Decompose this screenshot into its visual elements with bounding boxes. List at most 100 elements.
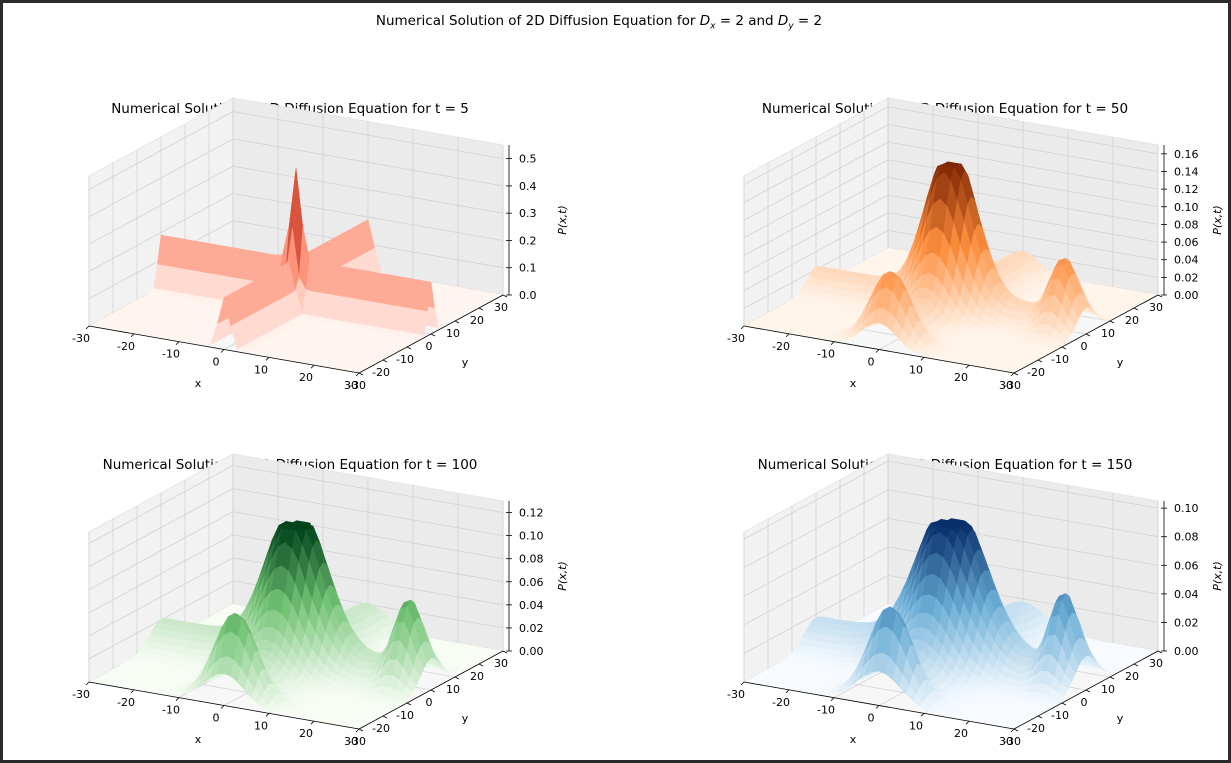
z-tick-label: 0.14 xyxy=(1174,165,1199,178)
y-tick-label: 10 xyxy=(446,327,460,340)
y-tick-label: 0 xyxy=(426,696,433,709)
x-tick-label: 10 xyxy=(254,719,268,732)
y-tick-label: 10 xyxy=(446,683,460,696)
z-tick-label: 0.3 xyxy=(519,207,537,220)
x-tick-label: 30 xyxy=(344,379,358,392)
z-tick-label: 0.10 xyxy=(1174,201,1199,214)
y-tick-label: -20 xyxy=(372,366,390,379)
z-tick-label: 0.1 xyxy=(519,262,537,275)
z-tick-label: 0.04 xyxy=(519,599,544,612)
x-axis-label: x xyxy=(850,377,857,390)
y-axis-label: y xyxy=(1117,712,1124,725)
y-tick-label: 30 xyxy=(1149,657,1163,670)
x-tick-label: 30 xyxy=(999,735,1013,748)
z-axis-label: P(x,t) xyxy=(556,205,569,235)
x-tick-label: 30 xyxy=(344,735,358,748)
z-axis-label: P(x,t) xyxy=(556,561,569,591)
z-tick-label: 0.00 xyxy=(519,645,544,658)
x-tick-label: 20 xyxy=(299,727,313,740)
z-axis-label: P(x,t) xyxy=(1211,561,1224,591)
z-tick-label: 0.10 xyxy=(519,530,544,543)
x-tick-label: -10 xyxy=(817,348,835,361)
y-tick-label: 20 xyxy=(470,314,484,327)
y-axis-label: y xyxy=(462,356,469,369)
suptitle-dx-sub: x xyxy=(710,21,716,32)
y-tick-label: 20 xyxy=(470,670,484,683)
z-tick-label: 0.4 xyxy=(519,180,537,193)
x-tick-label: -10 xyxy=(817,704,835,717)
x-tick-label: -20 xyxy=(117,696,135,709)
z-axis-label: P(x,t) xyxy=(1211,205,1224,235)
surface xyxy=(88,520,504,730)
subplots-svg: Numerical Solution of 2D Diffusion Equat… xyxy=(72,97,1224,748)
y-tick-label: -20 xyxy=(1027,366,1045,379)
z-tick-label: 0.00 xyxy=(1174,645,1199,658)
x-axis-label: x xyxy=(850,733,857,746)
surface xyxy=(743,518,1159,730)
x-tick-label: -30 xyxy=(727,688,745,701)
z-tick-label: 0.02 xyxy=(519,622,544,635)
x-tick-label: 20 xyxy=(299,371,313,384)
x-tick-label: 30 xyxy=(999,379,1013,392)
y-tick-label: 30 xyxy=(494,657,508,670)
x-tick-label: -20 xyxy=(772,340,790,353)
y-tick-label: 10 xyxy=(1101,683,1115,696)
z-tick-label: 0.0 xyxy=(519,289,537,302)
x-tick-label: -30 xyxy=(72,688,90,701)
y-axis-label: y xyxy=(1117,356,1124,369)
z-tick-label: 0.06 xyxy=(1174,236,1199,249)
subplot-t5: Numerical Solution of 2D Diffusion Equat… xyxy=(72,97,569,392)
x-tick-label: 10 xyxy=(909,719,923,732)
z-tick-label: 0.08 xyxy=(1174,531,1199,544)
y-tick-label: 20 xyxy=(1125,670,1139,683)
x-tick-label: 20 xyxy=(954,727,968,740)
z-tick-label: 0.12 xyxy=(1174,183,1199,196)
y-tick-label: -20 xyxy=(1027,722,1045,735)
x-tick-label: 0 xyxy=(213,712,220,725)
y-tick-label: -30 xyxy=(1003,735,1021,748)
y-axis-label: y xyxy=(462,712,469,725)
z-tick-label: 0.08 xyxy=(1174,218,1199,231)
suptitle-prefix: Numerical Solution of 2D Diffusion Equat… xyxy=(375,13,700,29)
z-tick-label: 0.02 xyxy=(1174,271,1199,284)
x-axis-label: x xyxy=(195,733,202,746)
x-tick-label: -10 xyxy=(162,348,180,361)
z-tick-label: 0.16 xyxy=(1174,148,1199,161)
z-tick-label: 0.00 xyxy=(1174,289,1199,302)
x-tick-label: 10 xyxy=(254,363,268,376)
z-tick-label: 0.08 xyxy=(519,553,544,566)
x-axis-label: x xyxy=(195,377,202,390)
suptitle-mid: = 2 and xyxy=(715,13,778,29)
y-tick-label: 20 xyxy=(1125,314,1139,327)
x-tick-label: 10 xyxy=(909,363,923,376)
x-tick-label: -20 xyxy=(117,340,135,353)
y-tick-label: -10 xyxy=(396,353,414,366)
z-tick-label: 0.2 xyxy=(519,234,537,247)
z-tick-label: 0.06 xyxy=(519,576,544,589)
surface xyxy=(743,161,1159,374)
z-tick-label: 0.5 xyxy=(519,153,537,166)
suptitle-dy-symbol: D xyxy=(777,13,789,29)
z-tick-label: 0.10 xyxy=(1174,502,1199,515)
y-tick-label: -30 xyxy=(1003,379,1021,392)
surface xyxy=(88,168,504,374)
z-tick-label: 0.06 xyxy=(1174,559,1199,572)
y-tick-label: -20 xyxy=(372,722,390,735)
subplot-t50: Numerical Solution of 2D Diffusion Equat… xyxy=(727,97,1224,392)
y-tick-label: 0 xyxy=(1081,696,1088,709)
x-tick-label: 0 xyxy=(213,356,220,369)
y-tick-label: 30 xyxy=(494,301,508,314)
subplot-t150: Numerical Solution of 2D Diffusion Equat… xyxy=(727,453,1224,748)
figure-canvas: Numerical Solution of 2D Diffusion Equat… xyxy=(3,3,1228,760)
z-tick-label: 0.12 xyxy=(519,507,544,520)
x-tick-label: 20 xyxy=(954,371,968,384)
suptitle-dx-symbol: D xyxy=(699,13,711,29)
suptitle-dy-sub: y xyxy=(788,21,794,32)
x-tick-label: -30 xyxy=(72,332,90,345)
x-tick-label: -10 xyxy=(162,704,180,717)
x-tick-label: -20 xyxy=(772,696,790,709)
y-tick-label: 30 xyxy=(1149,301,1163,314)
suptitle-suffix: = 2 xyxy=(793,13,823,29)
y-tick-label: -30 xyxy=(348,379,366,392)
y-tick-label: -30 xyxy=(348,735,366,748)
